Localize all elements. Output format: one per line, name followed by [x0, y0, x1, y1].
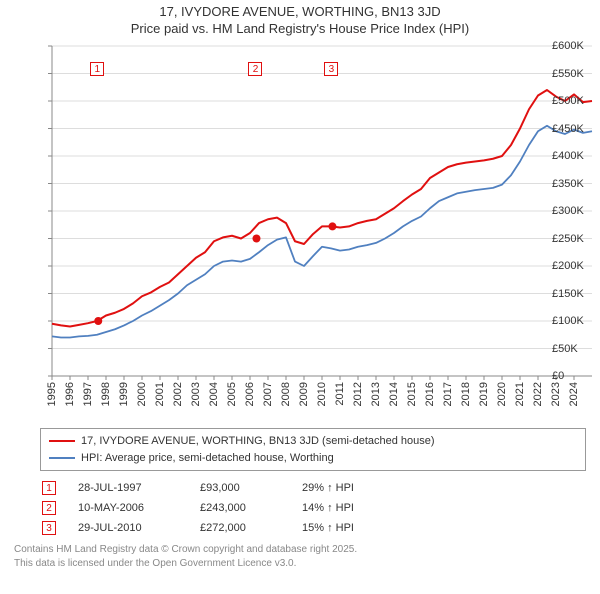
y-tick-label: £550K — [552, 68, 598, 80]
legend-label: HPI: Average price, semi-detached house,… — [81, 450, 334, 467]
footer-line-2: This data is licensed under the Open Gov… — [14, 557, 586, 571]
y-tick-label: £500K — [552, 95, 598, 107]
x-tick-label: 2018 — [460, 382, 472, 406]
sale-marker-box: 1 — [42, 481, 56, 495]
legend-swatch — [49, 440, 75, 442]
sale-date: 10-MAY-2006 — [78, 499, 198, 517]
x-tick-label: 2009 — [298, 382, 310, 406]
sales-row: 2 10-MAY-2006£243,00014% ↑ HPI — [42, 499, 368, 517]
y-tick-label: £100K — [552, 315, 598, 327]
sale-marker-box: 2 — [42, 501, 56, 515]
sales-table: 1 28-JUL-1997£93,00029% ↑ HPI 2 10-MAY-2006… — [40, 477, 370, 539]
x-tick-label: 2015 — [406, 382, 418, 406]
x-tick-label: 2008 — [280, 382, 292, 406]
legend-item: HPI: Average price, semi-detached house,… — [49, 450, 577, 467]
y-tick-label: £150K — [552, 288, 598, 300]
y-tick-label: £0 — [552, 370, 598, 382]
y-tick-label: £200K — [552, 260, 598, 272]
sale-price: £243,000 — [200, 499, 300, 517]
x-tick-label: 1998 — [100, 382, 112, 406]
chart-subtitle: Price paid vs. HM Land Registry's House … — [0, 21, 600, 36]
sale-date: 28-JUL-1997 — [78, 479, 198, 497]
y-tick-label: £250K — [552, 233, 598, 245]
x-tick-label: 1997 — [82, 382, 94, 406]
chart-container: 17, IVYDORE AVENUE, WORTHING, BN13 3JD P… — [0, 4, 600, 594]
x-tick-label: 1999 — [118, 382, 130, 406]
y-tick-label: £600K — [552, 40, 598, 52]
chart-plot-area: £0 £50K £100K £150K £200K £250K £300K £350K £400… — [0, 42, 600, 422]
x-tick-label: 2022 — [532, 382, 544, 406]
sale-price: £93,000 — [200, 479, 300, 497]
chart-svg — [0, 42, 600, 422]
chart-title: 17, IVYDORE AVENUE, WORTHING, BN13 3JD — [0, 4, 600, 19]
sale-delta: 15% ↑ HPI — [302, 519, 368, 537]
sale-delta: 29% ↑ HPI — [302, 479, 368, 497]
x-tick-label: 2010 — [316, 382, 328, 406]
x-tick-label: 2002 — [172, 382, 184, 406]
sale-delta: 14% ↑ HPI — [302, 499, 368, 517]
x-tick-label: 2012 — [352, 382, 364, 406]
footer-line-1: Contains HM Land Registry data © Crown c… — [14, 543, 586, 557]
legend-swatch — [49, 457, 75, 459]
x-tick-label: 2017 — [442, 382, 454, 406]
x-tick-label: 2023 — [550, 382, 562, 406]
sales-row: 3 29-JUL-2010£272,00015% ↑ HPI — [42, 519, 368, 537]
legend-label: 17, IVYDORE AVENUE, WORTHING, BN13 3JD (… — [81, 433, 435, 450]
footer-credits: Contains HM Land Registry data © Crown c… — [14, 543, 586, 570]
sale-marker: 1 — [90, 62, 104, 76]
sale-marker: 2 — [248, 62, 262, 76]
sales-row: 1 28-JUL-1997£93,00029% ↑ HPI — [42, 479, 368, 497]
x-tick-label: 2024 — [568, 382, 580, 406]
sale-price: £272,000 — [200, 519, 300, 537]
y-tick-label: £50K — [552, 343, 598, 355]
x-tick-label: 2016 — [424, 382, 436, 406]
x-tick-label: 2013 — [370, 382, 382, 406]
x-tick-label: 2014 — [388, 382, 400, 406]
y-tick-label: £450K — [552, 123, 598, 135]
x-tick-label: 1996 — [64, 382, 76, 406]
x-tick-label: 2001 — [154, 382, 166, 406]
sale-date: 29-JUL-2010 — [78, 519, 198, 537]
x-tick-label: 2004 — [208, 382, 220, 406]
x-tick-label: 2019 — [478, 382, 490, 406]
sale-marker: 3 — [324, 62, 338, 76]
legend-item: 17, IVYDORE AVENUE, WORTHING, BN13 3JD (… — [49, 433, 577, 450]
legend: 17, IVYDORE AVENUE, WORTHING, BN13 3JD (… — [40, 428, 586, 471]
y-tick-label: £400K — [552, 150, 598, 162]
y-tick-label: £300K — [552, 205, 598, 217]
x-tick-label: 2005 — [226, 382, 238, 406]
x-tick-label: 1995 — [46, 382, 58, 406]
x-tick-label: 2006 — [244, 382, 256, 406]
sale-marker-box: 3 — [42, 521, 56, 535]
x-tick-label: 2020 — [496, 382, 508, 406]
x-tick-label: 2000 — [136, 382, 148, 406]
y-tick-label: £350K — [552, 178, 598, 190]
x-tick-label: 2011 — [334, 382, 346, 406]
x-tick-label: 2003 — [190, 382, 202, 406]
x-tick-label: 2007 — [262, 382, 274, 406]
x-tick-label: 2021 — [514, 382, 526, 406]
